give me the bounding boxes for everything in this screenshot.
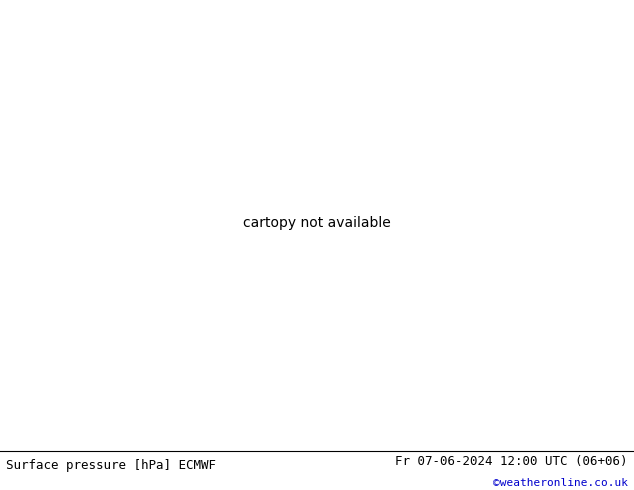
Text: Surface pressure [hPa] ECMWF: Surface pressure [hPa] ECMWF	[6, 459, 216, 472]
Text: Fr 07-06-2024 12:00 UTC (06+06): Fr 07-06-2024 12:00 UTC (06+06)	[395, 455, 628, 468]
Text: cartopy not available: cartopy not available	[243, 216, 391, 230]
Text: ©weatheronline.co.uk: ©weatheronline.co.uk	[493, 478, 628, 489]
